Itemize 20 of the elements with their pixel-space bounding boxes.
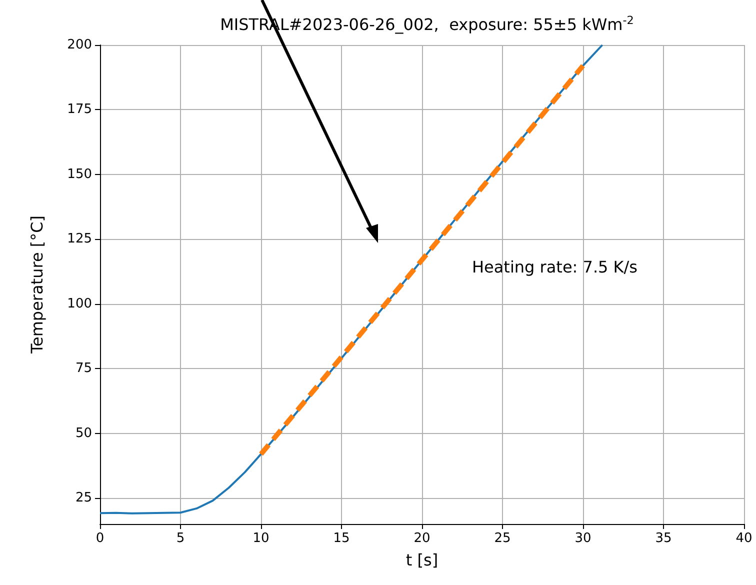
x-tick-label: 10 — [252, 531, 270, 546]
x-tick-label: 5 — [176, 531, 185, 546]
x-axis-title: t [s] — [406, 550, 438, 570]
y-tick-label: 150 — [67, 166, 92, 182]
y-tick-label: 175 — [67, 102, 92, 118]
y-tick-label: 100 — [67, 296, 92, 312]
x-tick-label: 15 — [333, 531, 350, 546]
x-tick-label: 35 — [655, 531, 672, 546]
x-tick-label: 20 — [414, 531, 430, 546]
y-axis-title: Temperature [°C] — [28, 215, 46, 355]
y-tick-label: 125 — [67, 232, 92, 247]
y-tick-label: 25 — [75, 490, 92, 506]
x-tick-label: 40 — [736, 531, 752, 546]
annotation: Heating rate: 7.5 K/s — [472, 258, 638, 276]
y-tick-label: 50 — [75, 426, 92, 441]
x-tick-label: 30 — [574, 531, 592, 546]
y-tick-label: 200 — [67, 38, 92, 52]
y-tick-label: 75 — [75, 361, 92, 376]
x-tick-label: 0 — [96, 531, 104, 546]
x-tick-label: 25 — [494, 531, 511, 546]
